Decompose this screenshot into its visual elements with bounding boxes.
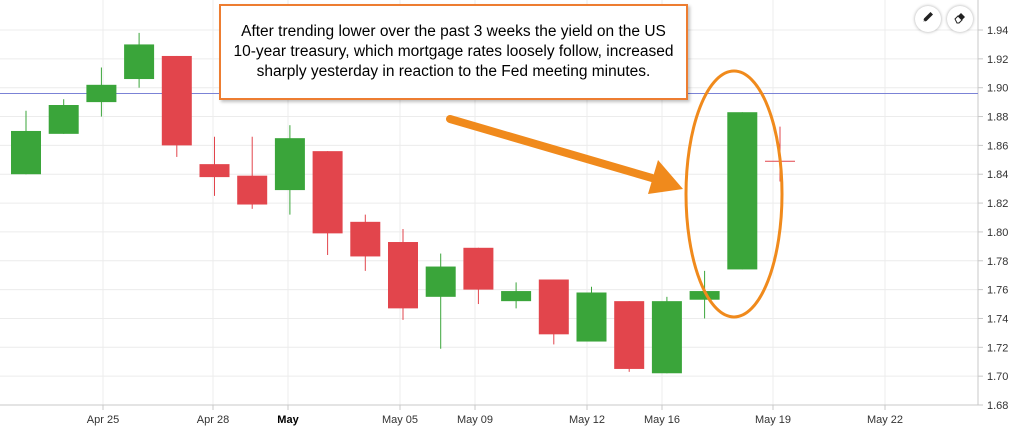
candle [274, 125, 305, 215]
candle [48, 99, 79, 134]
candle-body [161, 55, 192, 146]
candle-body [463, 247, 494, 290]
y-tick-label: 1.88 [987, 112, 1008, 124]
x-tick-label: May 22 [867, 414, 903, 426]
candle-body [614, 301, 645, 369]
candle [576, 286, 607, 342]
candle [11, 110, 41, 175]
candle-body [576, 292, 607, 342]
x-tick-label: May 05 [382, 414, 418, 426]
y-tick-label: 1.74 [987, 313, 1008, 325]
x-axis-ticks: Apr 25 Apr 28 May May 05 May 09 May 12 May 16 M… [87, 405, 903, 426]
eraser-icon [953, 10, 967, 29]
candle [161, 55, 192, 157]
highlight-arrow-shaft [446, 115, 656, 182]
x-tick-label: May 16 [644, 414, 680, 426]
candle [614, 301, 645, 372]
candle-body [350, 221, 381, 257]
candle-body [237, 175, 268, 205]
highlight-ellipse [684, 69, 784, 319]
candle-body [274, 138, 305, 191]
candle [350, 214, 381, 271]
y-tick-label: 1.84 [987, 169, 1008, 181]
candle [86, 67, 117, 117]
y-tick-label: 1.82 [987, 198, 1008, 210]
x-tick-label: Apr 25 [87, 414, 119, 426]
candle [237, 136, 268, 209]
candle-body [124, 44, 155, 80]
candle-body [48, 105, 79, 134]
y-tick-label: 1.92 [987, 54, 1008, 66]
x-tick-label: Apr 28 [197, 414, 229, 426]
candle [501, 282, 532, 309]
x-tick-label: May 19 [755, 414, 791, 426]
candle [312, 151, 343, 255]
y-tick-label: 1.68 [987, 400, 1008, 412]
candle-body [199, 164, 230, 178]
annotation-callout: After trending lower over the past 3 wee… [219, 4, 688, 100]
erase-button[interactable] [947, 6, 973, 32]
candle-body [538, 279, 569, 335]
candle [463, 247, 494, 305]
candle [124, 32, 155, 88]
candle [538, 279, 569, 345]
y-axis-ticks: 1.68 1.70 1.72 1.74 1.76 1.78 1.80 1.82 1.84 1.86… [978, 25, 1008, 412]
candle [199, 136, 230, 196]
highlight-arrow-head [648, 160, 683, 194]
y-tick-label: 1.70 [987, 371, 1008, 383]
candle [425, 253, 456, 349]
y-tick-label: 1.90 [987, 83, 1008, 95]
candles [11, 32, 758, 374]
y-tick-label: 1.94 [987, 25, 1008, 37]
annotation-text: After trending lower over the past 3 wee… [233, 23, 674, 80]
x-tick-label: May 09 [457, 414, 493, 426]
candle-body [312, 151, 343, 234]
candle [727, 112, 758, 270]
candle-body [501, 291, 532, 302]
candle [651, 296, 682, 374]
pencil-icon [921, 10, 935, 29]
candle-body [727, 112, 758, 270]
y-tick-label: 1.80 [987, 227, 1008, 239]
draw-button[interactable] [915, 6, 941, 32]
candle [689, 270, 720, 319]
candle-body [11, 130, 41, 175]
candle-body [388, 242, 418, 309]
candle-body [86, 84, 117, 103]
y-tick-label: 1.78 [987, 256, 1008, 268]
y-tick-label: 1.86 [987, 140, 1008, 152]
y-tick-label: 1.72 [987, 342, 1008, 354]
y-tick-label: 1.76 [987, 285, 1008, 297]
candle [388, 229, 418, 320]
candle-body [651, 301, 682, 374]
candle-body [689, 291, 720, 300]
candle-body [425, 266, 456, 297]
x-tick-label: May [277, 414, 299, 426]
x-tick-label: May 12 [569, 414, 605, 426]
